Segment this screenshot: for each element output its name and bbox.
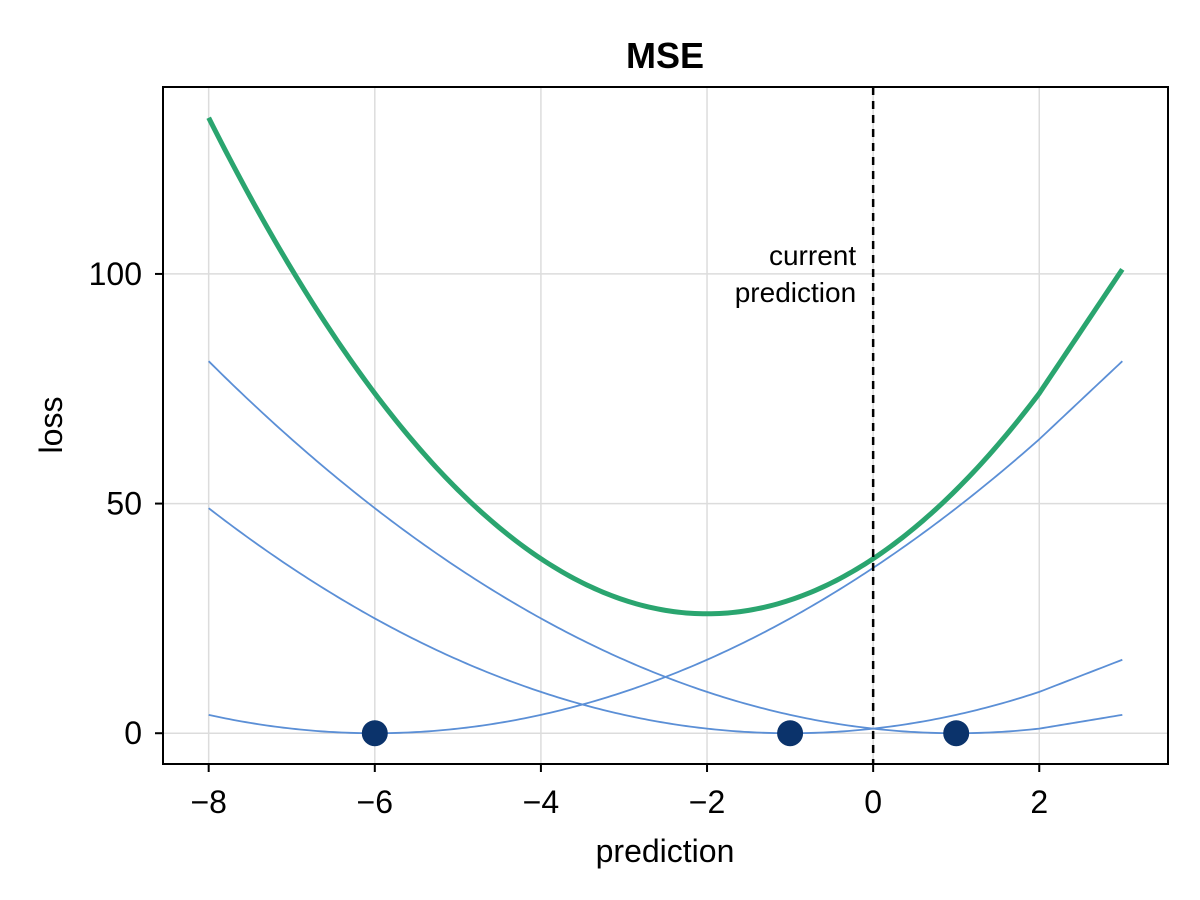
target-point bbox=[943, 720, 970, 747]
y-axis-ticks: 0 50 100 bbox=[89, 256, 163, 751]
x-axis-label: prediction bbox=[596, 833, 735, 869]
squared-error-curve-1 bbox=[208, 507, 1123, 735]
x-tick-label: −2 bbox=[689, 784, 725, 820]
current-prediction-label-line1: current bbox=[769, 240, 856, 271]
chart-title: MSE bbox=[626, 35, 704, 76]
x-tick-label: 2 bbox=[1030, 784, 1048, 820]
curves bbox=[206, 116, 1125, 735]
y-tick-label: 100 bbox=[89, 256, 142, 292]
target-points bbox=[361, 720, 970, 747]
x-tick-label: −6 bbox=[357, 784, 393, 820]
x-tick-label: −4 bbox=[523, 784, 559, 820]
target-point bbox=[361, 720, 388, 747]
plot-frame bbox=[162, 86, 1169, 765]
target-point bbox=[777, 720, 804, 747]
y-axis-label: loss bbox=[33, 397, 69, 454]
x-axis-ticks: −8 −6 −4 −2 0 2 bbox=[190, 764, 1048, 820]
y-tick-label: 0 bbox=[124, 715, 142, 751]
total-loss-curve bbox=[206, 116, 1125, 617]
y-tick-label: 50 bbox=[106, 486, 142, 522]
squared-error-curve-2 bbox=[208, 360, 1123, 735]
current-prediction-label-line2: prediction bbox=[735, 277, 856, 308]
x-tick-label: −8 bbox=[190, 784, 226, 820]
x-tick-label: 0 bbox=[864, 784, 882, 820]
